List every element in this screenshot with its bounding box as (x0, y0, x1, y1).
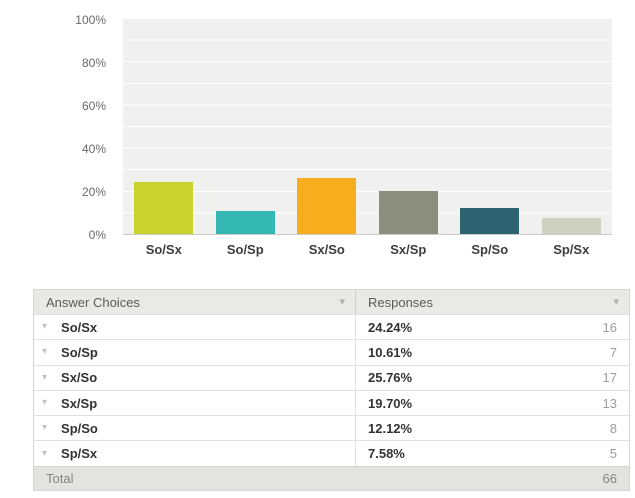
bar-slot (205, 19, 287, 234)
y-axis-tick: 60% (81, 99, 106, 113)
response-count: 17 (602, 370, 617, 386)
response-percent: 24.24% (368, 319, 413, 335)
table-row: ▾ Sx/So 25.76% 17 (34, 364, 629, 390)
chevron-down-icon[interactable]: ▾ (42, 321, 48, 333)
x-axis-label: Sp/Sx (553, 242, 590, 257)
answer-choice-label: Sx/So (61, 370, 98, 386)
x-axis-label: So/Sx (145, 242, 182, 257)
y-axis-tick: 20% (81, 185, 106, 199)
chevron-down-icon[interactable]: ▾ (42, 397, 48, 409)
chevron-down-icon[interactable]: ▾ (42, 422, 48, 434)
x-axis-label: Sx/So (308, 242, 345, 257)
bar-sx-sp (378, 191, 438, 234)
bar-sp-sx (541, 217, 601, 234)
header-responses[interactable]: Responses ▾ (355, 290, 629, 314)
answer-choice-label: So/Sx (61, 319, 98, 335)
response-count: 8 (609, 420, 617, 436)
sort-arrow-icon[interactable]: ▾ (613, 295, 619, 308)
bar-sp-so (460, 207, 520, 234)
response-count: 7 (609, 344, 617, 360)
x-axis-label: Sx/Sp (390, 242, 427, 257)
plot-area (123, 19, 612, 235)
x-axis-label: So/Sp (226, 242, 264, 257)
bar-so-sp (215, 211, 275, 234)
table-total-row: Total 66 (34, 465, 629, 491)
bar-slot (368, 19, 450, 234)
total-label: Total (46, 471, 74, 487)
x-axis-label: Sp/So (471, 242, 509, 257)
bar-sx-so (297, 178, 357, 234)
bar-slot (531, 19, 613, 234)
response-count: 13 (602, 395, 617, 411)
answer-choices-header-label: Answer Choices (46, 294, 140, 310)
y-axis-tick: 80% (81, 56, 106, 70)
x-axis-labels: So/Sx So/Sp Sx/So Sx/Sp Sp/So Sp/Sx (123, 242, 612, 257)
response-percent: 10.61% (368, 344, 413, 360)
table-row: ▾ Sx/Sp 19.70% 13 (34, 389, 629, 416)
response-percent: 25.76% (368, 370, 413, 386)
responses-header-label: Responses (368, 294, 434, 310)
response-percent: 12.12% (368, 420, 413, 436)
bar-slot (123, 19, 205, 234)
bar-slot (286, 19, 368, 234)
answer-choice-label: Sp/Sx (61, 446, 98, 462)
results-bar-chart: 100% 80% 60% 40% 20% 0% So/Sx So/Sp Sx/S… (75, 13, 612, 257)
chevron-down-icon[interactable]: ▾ (42, 447, 48, 459)
table-row: ▾ Sp/Sx 7.58% 5 (34, 440, 629, 466)
response-count: 5 (609, 446, 617, 462)
table-header: Answer Choices ▾ Responses ▾ (34, 290, 629, 314)
answer-choice-label: Sx/Sp (61, 395, 98, 411)
response-percent: 7.58% (368, 446, 405, 462)
answer-choice-label: Sp/So (61, 420, 98, 436)
table-row: ▾ So/Sx 24.24% 16 (34, 314, 629, 340)
sort-arrow-icon[interactable]: ▾ (339, 295, 345, 308)
header-answer-choices[interactable]: Answer Choices ▾ (34, 290, 355, 314)
response-count: 16 (602, 319, 617, 335)
answer-choices-table: Answer Choices ▾ Responses ▾ ▾ So/Sx 24.… (33, 289, 630, 492)
bar-slot (449, 19, 531, 234)
table-row: ▾ So/Sp 10.61% 7 (34, 339, 629, 365)
total-count: 66 (602, 471, 617, 487)
y-axis-tick: 100% (75, 13, 106, 27)
response-percent: 19.70% (368, 395, 413, 411)
table-row: ▾ Sp/So 12.12% 8 (34, 415, 629, 441)
y-axis-tick: 0% (88, 228, 106, 242)
chevron-down-icon[interactable]: ▾ (42, 371, 48, 383)
chevron-down-icon[interactable]: ▾ (42, 346, 48, 358)
y-axis-tick: 40% (81, 142, 106, 156)
bar-so-sx (134, 181, 194, 234)
answer-choice-label: So/Sp (61, 344, 98, 360)
